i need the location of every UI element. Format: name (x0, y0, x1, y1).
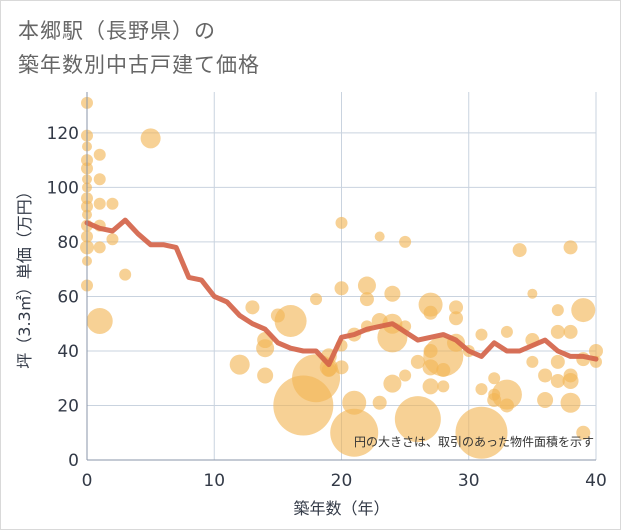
bubble-point (394, 396, 441, 443)
x-tick-label: 30 (458, 471, 480, 491)
x-tick-label: 10 (203, 471, 225, 491)
bubble-point (449, 311, 464, 326)
bubble-point (550, 373, 565, 388)
bubble-point (512, 243, 527, 258)
bubble-point (310, 293, 323, 306)
bubble-point (560, 392, 581, 413)
x-tick-label: 40 (585, 471, 607, 491)
y-tick-label: 80 (57, 233, 79, 253)
bubble-point (106, 197, 119, 210)
y-tick-label: 20 (57, 396, 79, 416)
bubble-point (359, 292, 374, 307)
bubble-point (330, 408, 379, 457)
bubble-point (527, 288, 538, 299)
average-line-layer (84, 217, 599, 368)
x-tick-label: 20 (331, 471, 353, 491)
bubble-point (537, 392, 554, 409)
bubble-point (93, 173, 106, 186)
bubble-point (93, 241, 106, 254)
bubble-point (334, 281, 349, 296)
x-tick-label: 0 (82, 471, 93, 491)
bubble-point (106, 233, 119, 246)
bubble-point (550, 324, 565, 339)
bubble-point (576, 425, 591, 440)
bubble-point (229, 354, 250, 375)
bubble-point (383, 374, 402, 393)
bubble-point (410, 354, 425, 369)
bubble-point (274, 304, 307, 337)
bubble-point (436, 363, 451, 378)
bubble-point (571, 298, 596, 323)
axes: 0 10 20 30 40 0 20 40 60 80 100 120 (47, 92, 607, 491)
bubble-point (437, 380, 450, 393)
bubble-point (538, 368, 553, 383)
bubble-point (491, 379, 522, 410)
bubble-point (563, 240, 578, 255)
bubble-point (86, 307, 113, 334)
y-tick-label: 100 (47, 178, 79, 198)
chart-title: 本郷駅（長野県）の 築年数別中古戸建て価格 (18, 14, 260, 82)
bubble-point (384, 285, 401, 302)
bubble-point (372, 395, 387, 410)
bubble-point (563, 324, 578, 339)
bubble-point (475, 328, 488, 341)
y-tick-label: 120 (47, 124, 79, 144)
bubble-point (422, 378, 439, 395)
bubble-point (335, 216, 348, 229)
bubble-point (500, 325, 513, 338)
bubble-point (374, 231, 385, 242)
chart-title-line-1: 本郷駅（長野県）の (18, 19, 216, 43)
bubble-point (256, 339, 275, 358)
bubble-point (93, 197, 106, 210)
bubble-point (550, 354, 565, 369)
bubble-point (423, 305, 438, 320)
bubble-point (140, 128, 161, 149)
grid-lines (87, 92, 597, 460)
bubble-point (93, 148, 106, 161)
bubble-point (357, 276, 376, 295)
bubble-point (257, 367, 274, 384)
bubble-point (449, 300, 464, 315)
y-tick-label: 60 (57, 287, 79, 307)
bubble-size-note: 円の大きさは、取引のあった物件面積を示す (354, 434, 594, 449)
bubble-point (399, 235, 412, 248)
bubble-point (488, 372, 501, 385)
bubble-point (475, 383, 488, 396)
bubble-point (589, 343, 603, 358)
y-tick-label: 40 (57, 342, 79, 362)
chart-title-line-2: 築年数別中古戸建て価格 (18, 53, 260, 77)
bubble-point (245, 300, 260, 315)
bubble-point (526, 355, 539, 368)
x-axis-label: 築年数（年） (293, 499, 389, 518)
average-price-line (84, 217, 599, 368)
y-axis-label: 坪（3.3㎡）単価（万円） (15, 183, 34, 368)
bubble-point (342, 390, 367, 415)
bubble-point (551, 304, 564, 317)
bubble-point (334, 360, 349, 375)
bubble-point (321, 363, 336, 378)
bubble-point (562, 372, 579, 389)
y-tick-label: 0 (68, 451, 79, 471)
bubble-point (455, 406, 508, 459)
bubble-point (499, 398, 514, 413)
bubble-point (399, 369, 412, 382)
bubble-layer (80, 96, 603, 459)
bubble-point (119, 268, 132, 281)
